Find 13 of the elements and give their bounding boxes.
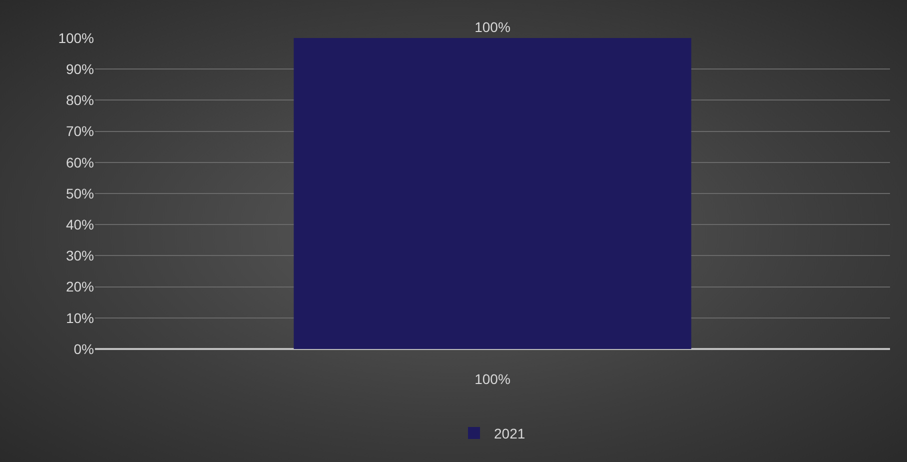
y-tick-label: 20%	[66, 278, 94, 295]
y-tick-label: 60%	[66, 154, 94, 170]
legend-label: 2021	[494, 425, 526, 442]
y-tick-label: 100%	[58, 30, 94, 46]
text: 100%	[474, 19, 510, 35]
y-tick-label: 30%	[66, 248, 94, 264]
y-tick-label: 90%	[66, 61, 94, 77]
y-tick-label: 50%	[66, 185, 94, 202]
y-tick-label: 40%	[66, 216, 94, 232]
y-tick-label: 80%	[66, 92, 94, 108]
y-tick-label: 0%	[74, 340, 94, 357]
y-tick-label: 10%	[66, 310, 94, 326]
y-tick-label: 70%	[66, 123, 94, 140]
